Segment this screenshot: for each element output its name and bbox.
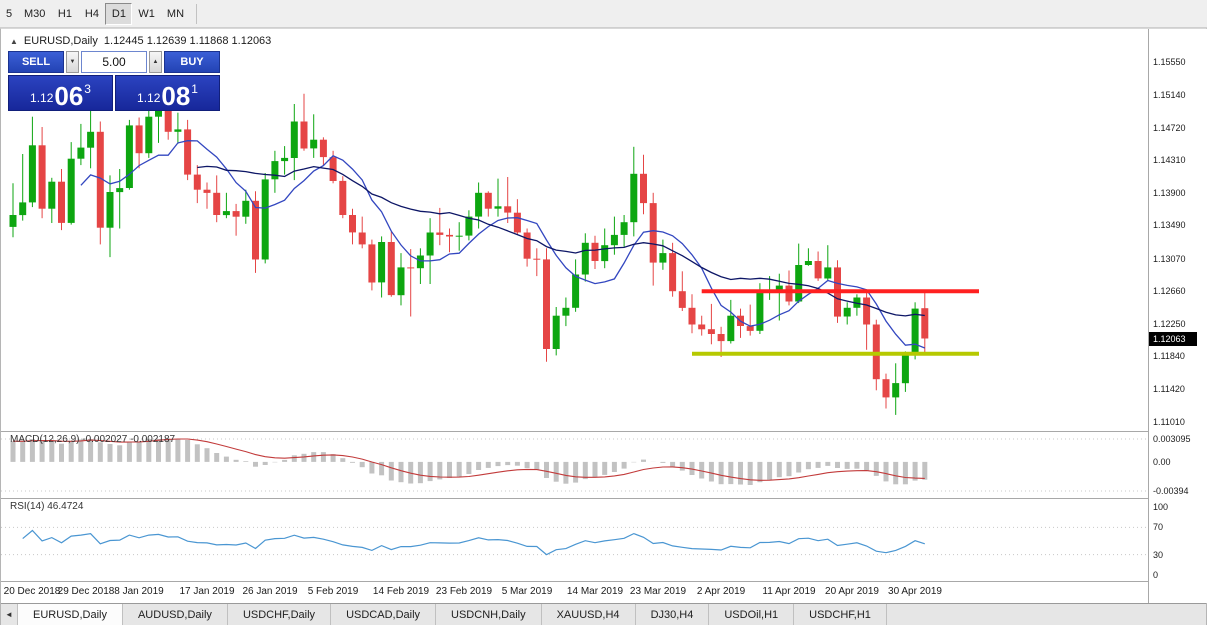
main-macd-panel-separator[interactable] <box>1 431 1207 432</box>
volume-increase-button[interactable]: ▲ <box>149 51 162 73</box>
chart-tabs: EURUSD,Daily AUDUSD,Daily USDCHF,Daily USDC… <box>17 604 887 625</box>
macd-layer <box>1 438 1148 492</box>
date-axis-label: 8 Jan 2019 <box>114 586 164 597</box>
ma-slow-line[interactable] <box>197 165 925 317</box>
chart-tab-usdcnh-daily[interactable]: USDCNH,Daily <box>436 604 542 625</box>
price-axis-label: 1.11010 <box>1153 417 1185 427</box>
sell-price-base: 1.12 <box>30 91 54 105</box>
date-axis-label: 30 Apr 2019 <box>888 586 942 597</box>
buy-price-base: 1.12 <box>137 91 161 105</box>
date-axis-label: 14 Mar 2019 <box>566 586 624 597</box>
buy-button[interactable]: BUY <box>164 51 220 73</box>
timeframe-button-d1[interactable]: D1 <box>105 2 133 25</box>
chart-tab-usdcad-daily[interactable]: USDCAD,Daily <box>331 604 437 625</box>
price-axis-label: 1.11420 <box>1153 384 1185 395</box>
sr-lines <box>692 289 979 356</box>
sell-price-big-digits: 06 <box>54 80 84 111</box>
chart-tab-usdchf-h1[interactable]: USDCHF,H1 <box>794 604 887 625</box>
date-axis-label: 5 Feb 2019 <box>307 586 359 597</box>
chart-tab-bar: ◄ EURUSD,Daily AUDUSD,Daily USDCHF,Daily US… <box>1 603 1206 625</box>
current-price-tag: 1.12063 <box>1149 331 1197 346</box>
sell-price-display[interactable]: 1.12 06 3 <box>8 75 113 111</box>
date-axis-label: 26 Jan 2019 <box>242 586 298 597</box>
chart-ohlc-values: 1.12445 1.12639 1.11868 1.12063 <box>103 35 272 47</box>
timeframe-button-w1[interactable]: W1 <box>132 3 161 25</box>
price-axis-label: 1.14720 <box>1153 122 1186 133</box>
chart-canvas[interactable] <box>1 29 1148 581</box>
price-axis: 1.12063 1.15550 1.15140 1.14720 1.14310 1.13… <box>1149 29 1207 603</box>
price-axis-label: 1.13490 <box>1153 220 1186 231</box>
price-axis-label: 1.15140 <box>1153 89 1186 100</box>
timeframe-toolbar: 5 M30 H1 H4 D1 W1 MN <box>0 0 1207 28</box>
date-axis-label: 23 Feb 2019 <box>435 586 493 597</box>
macd-signal-line <box>12 438 925 481</box>
timeframe-buttons: 5 M30 H1 H4 D1 W1 MN <box>0 0 190 27</box>
price-axis-label: 1.12660 <box>1153 286 1186 297</box>
sell-button[interactable]: SELL <box>8 51 64 73</box>
price-axis-label: 1.13070 <box>1153 253 1186 264</box>
rsi-line <box>22 529 925 556</box>
price-axis-separator <box>1148 29 1149 603</box>
date-axis-label: 11 Apr 2019 <box>762 586 816 597</box>
date-axis: 20 Dec 2018 29 Dec 2018 8 Jan 2019 17 Jan 2… <box>1 582 1148 603</box>
chart-tab-audusd-daily[interactable]: AUDUSD,Daily <box>123 604 228 625</box>
date-axis-label: 5 Mar 2019 <box>501 586 553 597</box>
chart-tab-usdoil-h1[interactable]: USDOil,H1 <box>709 604 795 625</box>
rsi-axis-label: 70 <box>1153 522 1164 533</box>
buy-price-display[interactable]: 1.12 08 1 <box>115 75 220 111</box>
timeframe-button-mn[interactable]: MN <box>161 3 190 25</box>
rsi-axis-label: 30 <box>1153 549 1164 560</box>
date-axis-label: 17 Jan 2019 <box>179 586 235 597</box>
price-axis-label: 1.14310 <box>1153 155 1186 166</box>
macd-indicator-label: MACD(12,26,9) -0.002027 -0.002187 <box>10 434 176 445</box>
collapse-panel-icon[interactable]: ▲ <box>10 36 18 46</box>
date-axis-label: 29 Dec 2018 <box>57 586 115 597</box>
price-axis-label: 1.12250 <box>1153 318 1186 329</box>
chart-tab-dj30-h4[interactable]: DJ30,H4 <box>636 604 710 625</box>
rsi-indicator-label: RSI(14) 46.4724 <box>10 501 84 512</box>
macd-axis-label: 0.003095 <box>1153 434 1191 444</box>
price-axis-label: 1.11840 <box>1153 351 1185 362</box>
candles-layer <box>9 93 929 415</box>
chart-tab-usdchf-daily[interactable]: USDCHF,Daily <box>228 604 332 625</box>
timeframe-button-m30[interactable]: M30 <box>18 3 51 25</box>
date-axis-label: 20 Apr 2019 <box>825 586 879 597</box>
rsi-layer <box>1 526 1148 556</box>
buy-price-pip: 1 <box>191 82 198 96</box>
price-axis-label: 1.13900 <box>1153 187 1186 198</box>
moving-average-lines <box>80 140 926 349</box>
ma-fast-line[interactable] <box>80 140 926 349</box>
toolbar-separator <box>196 3 198 24</box>
chart-symbol-label: EURUSD,Daily <box>23 35 98 47</box>
chart-window: ▲ EURUSD,Daily 1.12445 1.12639 1.11868 1… <box>0 28 1207 625</box>
buy-price-big-digits: 08 <box>161 80 191 111</box>
macd-rsi-panel-separator[interactable] <box>1 498 1207 499</box>
chart-title: ▲ EURUSD,Daily 1.12445 1.12639 1.11868 1… <box>10 35 271 47</box>
volume-decrease-button[interactable]: ▼ <box>66 51 79 73</box>
volume-input[interactable] <box>81 51 147 73</box>
tab-scroll-left-icon[interactable]: ◄ <box>5 610 13 619</box>
date-axis-label: 14 Feb 2019 <box>372 586 430 597</box>
price-axis-label: 1.15550 <box>1153 57 1186 67</box>
rsi-dateaxis-separator <box>1 581 1207 582</box>
timeframe-button-h4[interactable]: H4 <box>78 3 105 25</box>
date-axis-label: 20 Dec 2018 <box>3 586 61 597</box>
sell-price-pip: 3 <box>84 82 91 96</box>
rsi-axis-label: 0 <box>1153 570 1159 580</box>
timeframe-button-5[interactable]: 5 <box>0 3 18 25</box>
macd-axis-label: -0.00394 <box>1153 486 1189 496</box>
date-axis-label: 2 Apr 2019 <box>696 586 746 597</box>
date-axis-label: 23 Mar 2019 <box>629 586 687 597</box>
chart-tab-eurusd-daily[interactable]: EURUSD,Daily <box>17 604 123 625</box>
macd-axis-label: 0.00 <box>1153 456 1171 467</box>
timeframe-button-h1[interactable]: H1 <box>51 3 78 25</box>
rsi-axis-label: 100 <box>1153 502 1169 512</box>
chart-tab-xauusd-h4[interactable]: XAUUSD,H4 <box>542 604 636 625</box>
